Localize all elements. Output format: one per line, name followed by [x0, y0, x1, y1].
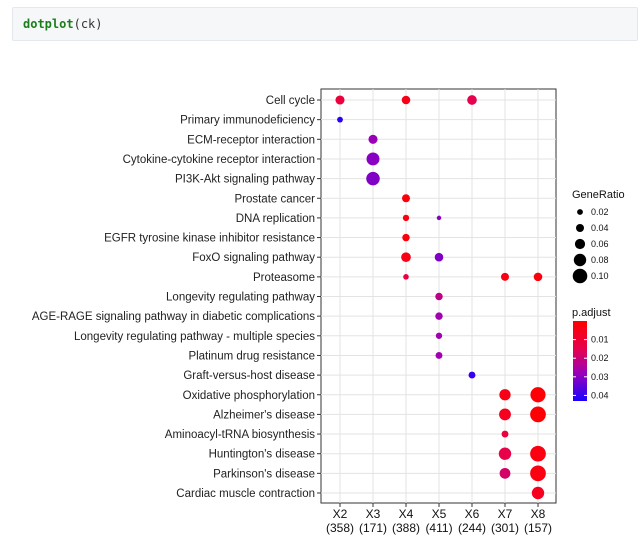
cluster-count-label: (157): [524, 521, 552, 535]
dot-point: [434, 252, 444, 262]
p-adjust-colorbar: [573, 321, 587, 401]
term-label: Platinum drug resistance: [188, 350, 315, 362]
code-argument: ck: [80, 17, 96, 31]
term-label: Longevity regulating pathway: [166, 292, 315, 304]
dot-point: [499, 467, 511, 479]
dot-point: [530, 445, 546, 462]
generatio-legend-dot: [573, 253, 587, 267]
term-label: Proteasome: [253, 272, 315, 284]
dot-point: [337, 116, 343, 123]
term-label: Cell cycle: [266, 95, 315, 107]
code-cell: dotplot(ck): [12, 7, 638, 41]
dot-point: [499, 389, 511, 401]
cluster-count-label: (358): [326, 521, 354, 535]
dot-point: [530, 387, 546, 403]
term-label: Cardiac muscle contraction: [176, 488, 315, 500]
dot-point: [335, 95, 345, 105]
term-label: Prostate cancer: [234, 193, 315, 205]
dot-point: [530, 465, 546, 482]
term-label: ECM-receptor interaction: [187, 134, 315, 146]
cluster-count-label: (411): [425, 521, 452, 535]
term-label: PI3K-Akt signaling pathway: [175, 174, 315, 186]
dot-point: [402, 214, 410, 222]
term-label: EGFR tyrosine kinase inhibitor resistanc…: [104, 233, 315, 245]
term-label: Parkinson's disease: [213, 468, 315, 480]
term-label: Huntington's disease: [209, 449, 315, 461]
dot-point: [435, 352, 443, 359]
cluster-label: X7: [498, 507, 513, 521]
code-open-paren: (: [73, 17, 81, 31]
dot-point: [403, 274, 409, 280]
dot-point: [501, 430, 509, 438]
generatio-legend-dot: [574, 238, 586, 250]
generatio-legend-dot: [577, 209, 583, 215]
code-function: dotplot: [23, 17, 74, 31]
dot-point: [533, 272, 543, 282]
generatio-legend-label: 0.08: [591, 255, 609, 265]
dot-point: [468, 371, 476, 379]
p-adjust-legend-label: 0.02: [591, 353, 609, 363]
cluster-label: X6: [465, 507, 480, 521]
cluster-label: X8: [531, 507, 546, 521]
cluster-count-label: (388): [392, 521, 420, 535]
dot-point: [498, 447, 512, 460]
term-label: Aminoacyl-tRNA biosynthesis: [165, 429, 315, 441]
cluster-label: X2: [333, 507, 348, 521]
term-label: AGE-RAGE signaling pathway in diabetic c…: [32, 311, 315, 323]
data-points: [335, 95, 546, 500]
cluster-label: X4: [399, 507, 414, 521]
generatio-legend-label: 0.10: [591, 271, 609, 281]
generatio-legend-label: 0.04: [591, 223, 609, 233]
term-label: FoxO signaling pathway: [192, 252, 315, 264]
cluster-label: X3: [366, 507, 381, 521]
dot-point: [436, 215, 442, 221]
cluster-count-label: (301): [491, 521, 519, 535]
code-line: dotplot(ck): [23, 17, 103, 31]
term-label: DNA replication: [236, 213, 315, 225]
p-adjust-legend-title: p.adjust: [572, 307, 611, 319]
generatio-legend-label: 0.06: [591, 239, 609, 249]
dot-point: [402, 194, 410, 203]
dot-point: [366, 171, 380, 186]
dot-point: [501, 272, 509, 281]
term-label: Longevity regulating pathway - multiple …: [74, 331, 315, 343]
cluster-labels: X2(358) X3(171) X4(388) X5(411) X6(244) X7(30…: [326, 503, 552, 535]
term-labels: Cell cycle Primary immunodeficiency ECM-re…: [32, 95, 321, 500]
cluster-label: X5: [432, 507, 447, 521]
dot-point: [530, 406, 546, 423]
dot-point: [366, 152, 380, 166]
dot-point: [531, 486, 545, 500]
term-label: Oxidative phosphorylation: [183, 390, 315, 402]
dot-point: [402, 233, 410, 242]
cluster-count-label: (244): [458, 521, 486, 535]
generatio-legend: GeneRatio 0.02 0.04 0.06 0.08 0.10: [572, 189, 625, 284]
generatio-legend-dot: [572, 268, 588, 284]
dot-point: [368, 134, 378, 144]
term-label: Graft-versus-host disease: [183, 370, 315, 382]
code-close-paren: ): [95, 17, 103, 31]
generatio-legend-title: GeneRatio: [572, 189, 625, 201]
p-adjust-legend-label: 0.03: [591, 372, 609, 382]
dot-point: [499, 408, 511, 421]
generatio-legend-dot: [576, 224, 584, 232]
dot-point: [435, 292, 443, 301]
term-label: Alzheimer's disease: [213, 409, 315, 421]
term-label: Cytokine-cytokine receptor interaction: [123, 154, 315, 166]
generatio-legend-label: 0.02: [591, 207, 609, 217]
dot-point: [435, 332, 443, 339]
dot-point: [435, 312, 443, 320]
dot-point: [401, 252, 411, 263]
dot-point: [467, 95, 477, 105]
p-adjust-legend-label: 0.01: [591, 335, 609, 345]
cluster-count-label: (171): [359, 521, 387, 535]
p-adjust-legend: p.adjust 0.01 0.02 0.03 0.04: [572, 307, 611, 401]
p-adjust-legend-label: 0.04: [591, 390, 609, 400]
dot-point: [401, 95, 411, 105]
term-label: Primary immunodeficiency: [180, 115, 315, 127]
